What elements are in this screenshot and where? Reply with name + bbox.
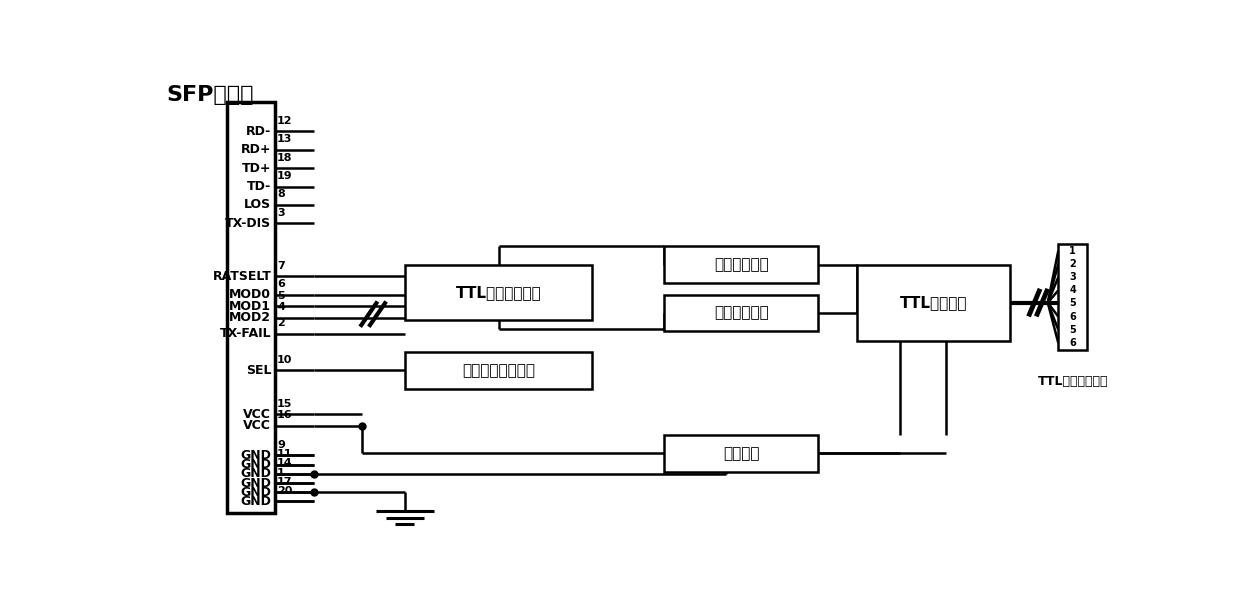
FancyBboxPatch shape xyxy=(665,435,818,472)
Text: TX-FAIL: TX-FAIL xyxy=(219,327,272,340)
Text: RD+: RD+ xyxy=(241,143,272,156)
Text: 2: 2 xyxy=(1069,259,1076,269)
Text: 1: 1 xyxy=(1069,245,1076,256)
Text: TX-DIS: TX-DIS xyxy=(226,217,272,230)
Text: 13: 13 xyxy=(277,134,293,144)
Text: 9: 9 xyxy=(277,440,285,450)
Text: 7: 7 xyxy=(277,261,285,270)
Text: 12: 12 xyxy=(277,116,293,126)
Text: SEL: SEL xyxy=(246,364,272,377)
Text: 18: 18 xyxy=(277,153,293,162)
Text: 6: 6 xyxy=(277,279,285,289)
Text: GND: GND xyxy=(241,486,272,498)
Text: MOD0: MOD0 xyxy=(229,288,272,301)
Text: LOS: LOS xyxy=(244,198,272,211)
FancyBboxPatch shape xyxy=(404,352,593,389)
Text: VCC: VCC xyxy=(243,408,272,421)
Text: VCC: VCC xyxy=(243,419,272,432)
Text: 串行模块标记电路: 串行模块标记电路 xyxy=(463,363,534,378)
Text: GND: GND xyxy=(241,458,272,471)
Text: 3: 3 xyxy=(1069,272,1076,282)
Text: TD-: TD- xyxy=(247,180,272,193)
FancyBboxPatch shape xyxy=(1058,244,1087,350)
Text: GND: GND xyxy=(241,449,272,462)
Text: 4: 4 xyxy=(1069,285,1076,296)
FancyBboxPatch shape xyxy=(665,247,818,283)
Text: 19: 19 xyxy=(277,171,293,181)
FancyBboxPatch shape xyxy=(404,264,593,320)
Text: 5: 5 xyxy=(1069,325,1076,335)
Text: 6: 6 xyxy=(1069,338,1076,348)
Text: 10: 10 xyxy=(277,355,293,365)
Text: 5: 5 xyxy=(1069,298,1076,309)
Text: 8: 8 xyxy=(277,189,285,199)
Text: RD-: RD- xyxy=(246,125,272,138)
Text: 11: 11 xyxy=(277,449,293,459)
Text: TTL模块标记电路: TTL模块标记电路 xyxy=(455,285,542,300)
Text: 隔离电源: 隔离电源 xyxy=(723,446,759,461)
Text: 17: 17 xyxy=(277,477,293,487)
FancyBboxPatch shape xyxy=(857,264,1011,340)
Text: GND: GND xyxy=(241,476,272,490)
Text: MOD2: MOD2 xyxy=(229,311,272,324)
Text: GND: GND xyxy=(241,467,272,481)
Text: SFP金手指: SFP金手指 xyxy=(166,85,254,106)
Text: 6: 6 xyxy=(1069,312,1076,322)
Text: RATSELT: RATSELT xyxy=(212,270,272,283)
Text: 3: 3 xyxy=(277,208,285,218)
Text: 4: 4 xyxy=(277,302,285,312)
Text: 14: 14 xyxy=(277,458,293,469)
Text: TD+: TD+ xyxy=(242,162,272,175)
Text: TTL驱动电路: TTL驱动电路 xyxy=(900,295,967,310)
Text: 信号隔离电路: 信号隔离电路 xyxy=(714,306,769,321)
Text: 20: 20 xyxy=(277,486,293,496)
Text: 15: 15 xyxy=(277,399,293,408)
Text: 5: 5 xyxy=(277,291,285,300)
Text: 16: 16 xyxy=(277,410,293,420)
Text: MOD1: MOD1 xyxy=(229,300,272,313)
Text: 2: 2 xyxy=(277,318,285,328)
Text: 1: 1 xyxy=(277,467,285,478)
Text: 信号隔离电路: 信号隔离电路 xyxy=(714,257,769,272)
FancyBboxPatch shape xyxy=(665,294,818,331)
Text: GND: GND xyxy=(241,495,272,508)
FancyBboxPatch shape xyxy=(227,101,275,513)
Text: TTL输入输出接口: TTL输入输出接口 xyxy=(1038,375,1109,388)
